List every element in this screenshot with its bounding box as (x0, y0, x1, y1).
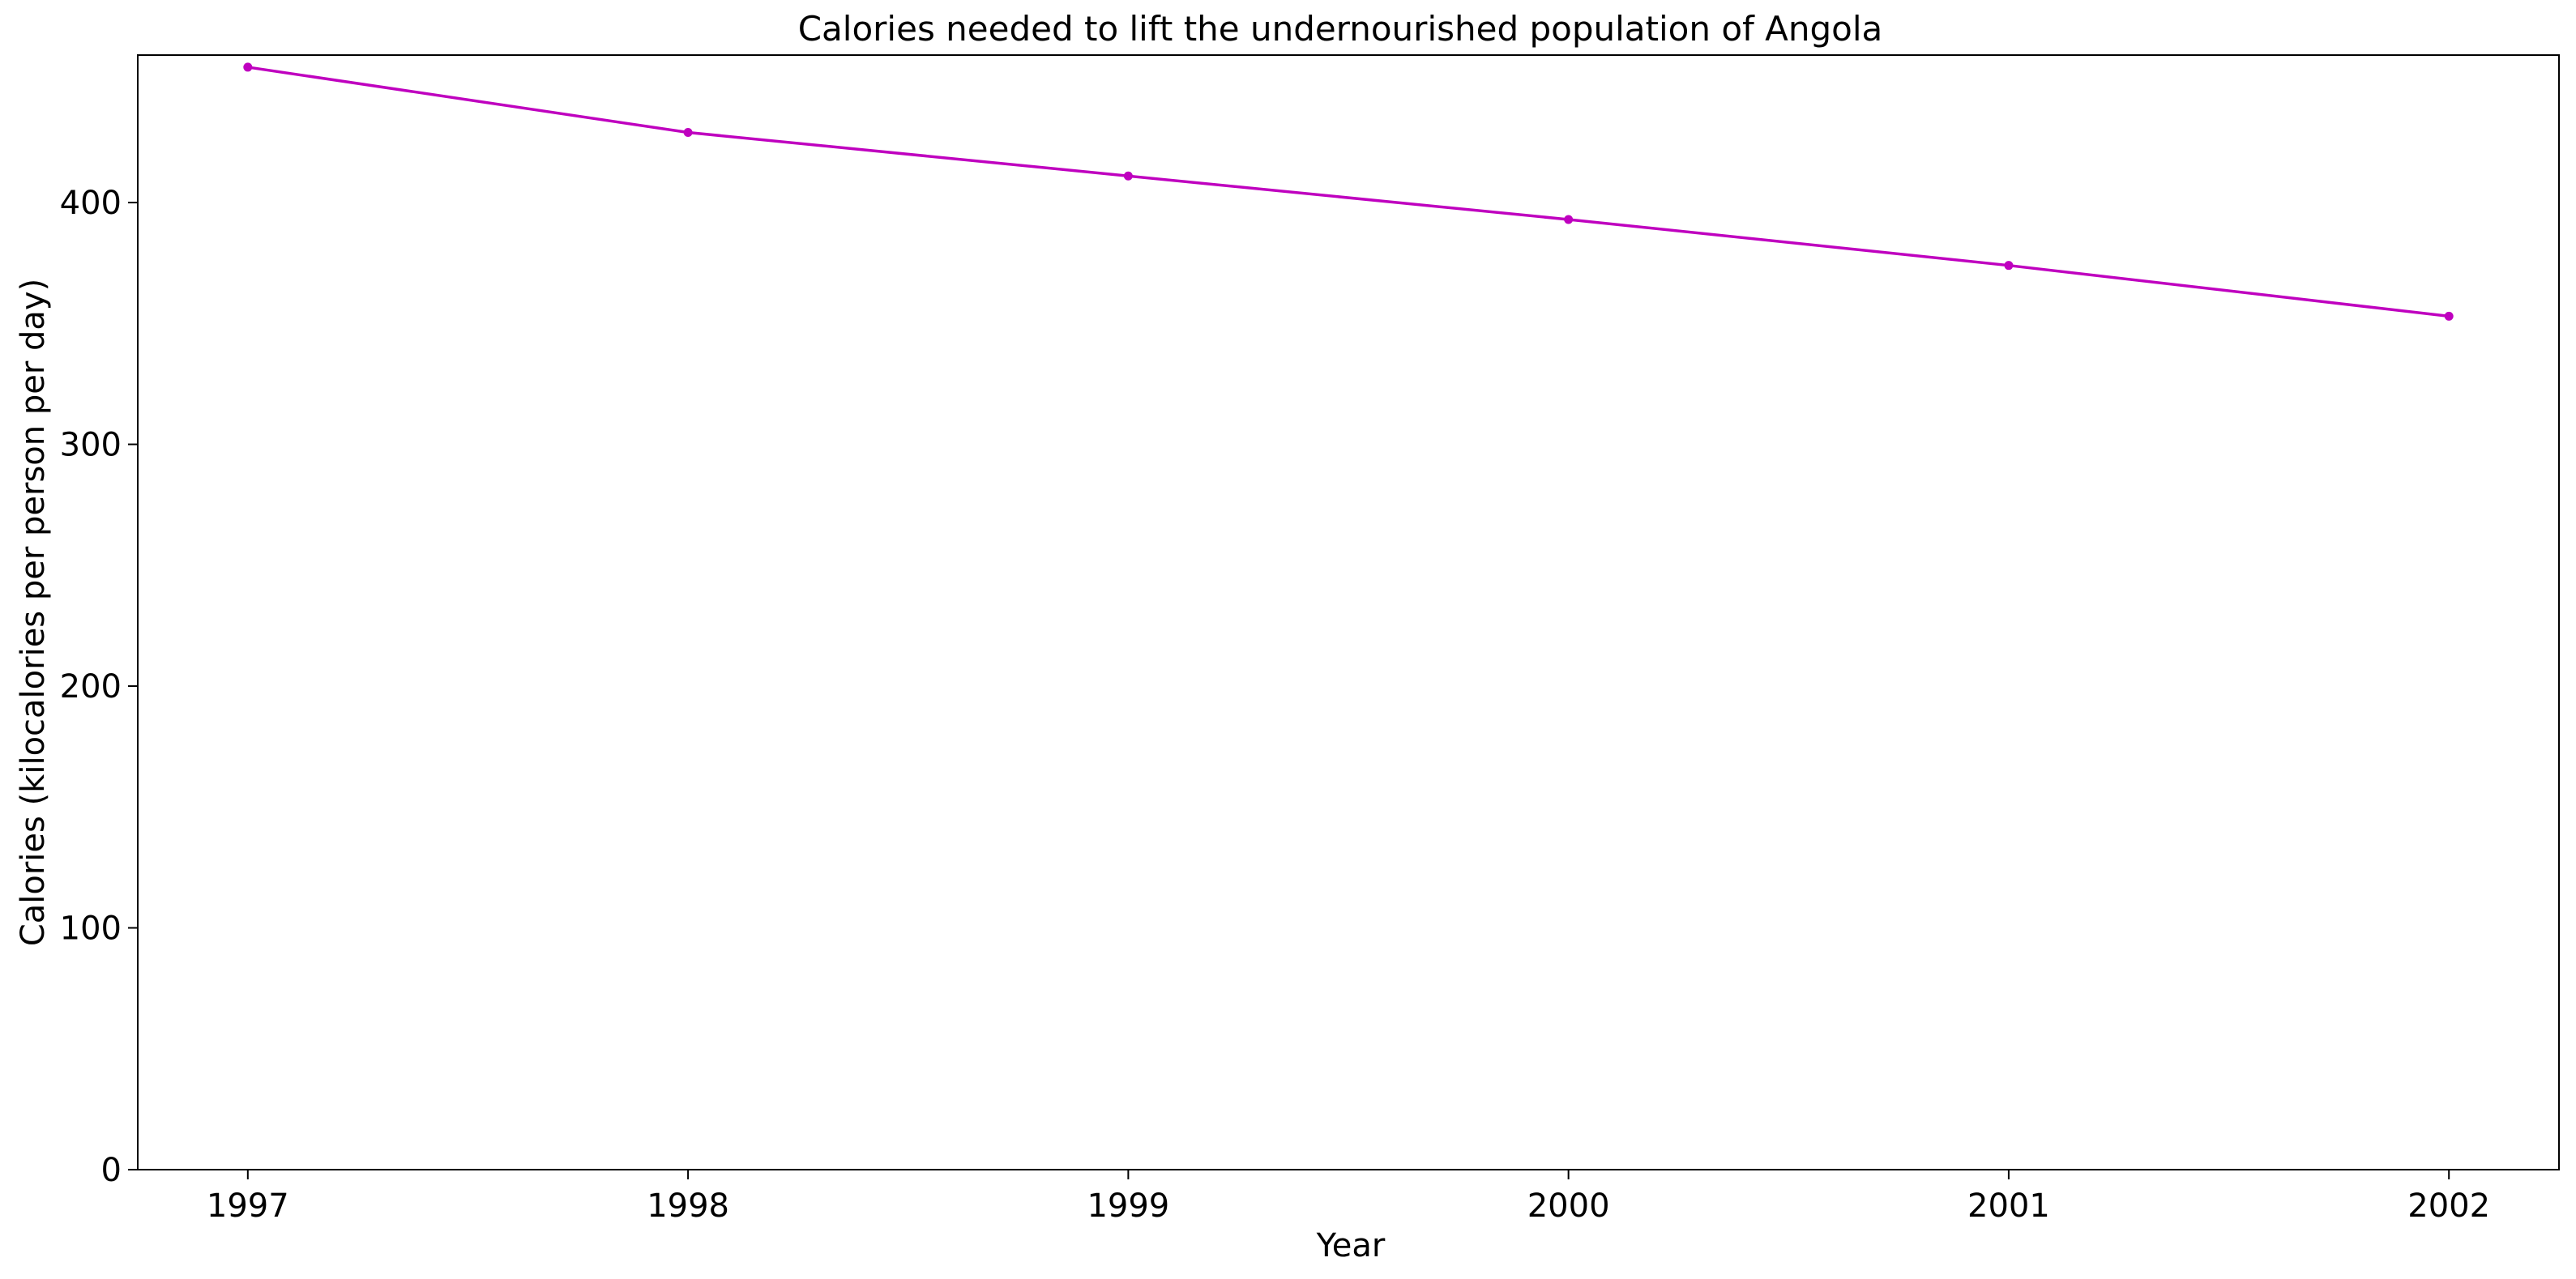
y-axis-title: Calories (kilocalories per person per da… (15, 279, 52, 946)
x-tick-label: 2002 (2407, 1187, 2490, 1225)
y-axis-ticks: 0 100 200 300 400 (60, 185, 138, 1189)
x-axis-title: Year (1316, 1227, 1386, 1264)
x-axis-ticks: 1997 1998 1999 2000 2001 2002 (207, 1170, 2490, 1225)
plot-frame (137, 54, 2560, 1170)
data-point (2444, 311, 2454, 321)
data-point (1564, 215, 1574, 224)
x-tick-label: 1998 (647, 1187, 729, 1225)
series-line (247, 66, 2450, 318)
data-point (683, 128, 693, 138)
y-tick-label: 200 (60, 668, 122, 706)
y-tick-label: 400 (60, 185, 122, 222)
data-series (243, 62, 2454, 321)
y-tick-label: 300 (60, 427, 122, 464)
data-point (243, 62, 253, 72)
x-tick-label: 2000 (1527, 1187, 1610, 1225)
data-point (1123, 171, 1133, 181)
y-tick-label: 100 (60, 910, 122, 948)
x-tick-label: 1997 (207, 1187, 289, 1225)
x-tick-label: 1999 (1087, 1187, 1169, 1225)
data-point (2004, 261, 2014, 271)
x-tick-label: 2001 (1967, 1187, 2050, 1225)
chart-title: Calories needed to lift the undernourish… (798, 9, 1883, 49)
y-tick-label: 0 (101, 1152, 122, 1189)
